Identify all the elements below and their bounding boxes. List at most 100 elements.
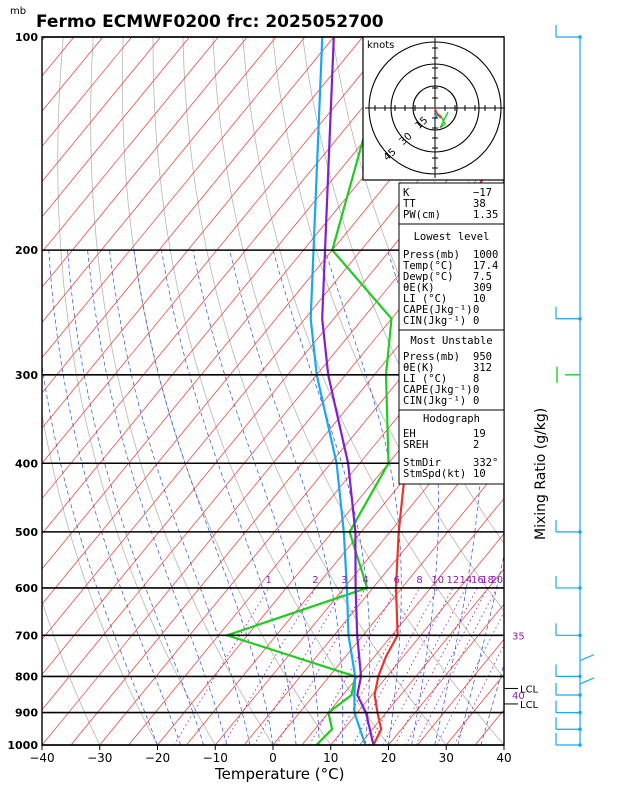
mixing-ratio-label: 18 [481, 575, 494, 586]
index-value: 0 [473, 395, 479, 407]
storm-motion-marker [434, 114, 438, 118]
index-label: CIN(Jkg⁻¹) [403, 395, 466, 407]
index-value: 0 [473, 315, 479, 327]
isotherm-line [330, 533, 504, 745]
index-label: Press(mb) [403, 351, 460, 363]
wind-level-dot [578, 710, 582, 715]
moist-adiabat-line [192, 250, 320, 745]
pressure-tick-label: 800 [15, 670, 38, 683]
mixing-ratio-axis-label: Mixing Ratio (g/kg) [533, 408, 549, 540]
mixing-ratio-line [173, 587, 270, 745]
x-tick-label: 0 [269, 751, 277, 765]
moist-adiabat-line [386, 249, 439, 745]
pressure-tick-label: 1000 [7, 739, 38, 752]
dry-adiabat-line [212, 37, 504, 745]
wind-level-dot [578, 316, 582, 321]
isotherm-line [42, 37, 363, 429]
isotherm-line [388, 603, 504, 745]
isotherm-line [214, 392, 504, 745]
isotherm-line [42, 37, 450, 535]
index-label: TT [403, 198, 416, 210]
dry-adiabat-line [182, 37, 447, 745]
dry-adiabat-line [122, 37, 332, 745]
mixing-ratio-label: 10 [431, 575, 444, 586]
dry-adiabat-line [512, 37, 618, 745]
indices-panel: K −17 TT 38 PW(cm) 1.35 Lowest level Press(mb) 1… [398, 182, 505, 485]
index-label: CIN(Jkg⁻¹) [403, 315, 466, 327]
pressure-tick-label: 900 [15, 707, 38, 720]
moist-adiabat-line [67, 250, 205, 745]
x-tick-label: −40 [29, 751, 54, 765]
index-value: 19 [473, 428, 486, 440]
dry-adiabat-line [152, 37, 389, 745]
x-tick-label: 30 [439, 751, 454, 765]
index-label: StmSpd(kt) [403, 468, 466, 480]
index-value: 0 [473, 384, 479, 396]
x-tick-label: −30 [87, 751, 112, 765]
isotherm-line [301, 497, 504, 745]
isotherm-line [70, 216, 504, 745]
isotherm-line [42, 37, 306, 359]
hodograph-unit: knots [367, 40, 394, 51]
index-label: CAPE(Jkg⁻¹) [403, 384, 473, 396]
pressure-tick-label: 400 [15, 457, 38, 470]
index-value: 7.5 [473, 271, 492, 283]
hodograph-trace-low [434, 107, 442, 119]
wind-level-dot [578, 743, 582, 747]
moist-adiabat-line [42, 362, 158, 745]
wind-level-dot [578, 674, 582, 679]
wind-barb [579, 677, 595, 685]
index-label: PW(cm) [403, 209, 441, 221]
dry-adiabat-line [90, 37, 274, 745]
mixing-ratio-label: 3 [341, 575, 347, 586]
indices-box [398, 329, 505, 411]
isotherm-line [42, 37, 219, 253]
index-value: 950 [473, 351, 492, 363]
dry-adiabat-line [302, 37, 504, 545]
moist-adiabat-line [87, 250, 228, 745]
index-value: 10 [473, 468, 486, 480]
dry-adiabat-line [42, 412, 158, 745]
dry-adiabat-line [57, 37, 216, 745]
index-value: 17.4 [473, 260, 498, 272]
mixing-ratio-label: 1 [265, 575, 271, 586]
wind-barb [579, 654, 595, 662]
dry-adiabat-line [572, 37, 618, 745]
index-value: −17 [473, 187, 492, 199]
lcl-label: LCL [520, 684, 539, 695]
indices-box [398, 223, 505, 331]
isotherm-line [272, 462, 504, 745]
isotherm-line [42, 37, 248, 288]
wind-level-dot [578, 727, 582, 732]
wind-level-dot [578, 633, 582, 638]
dry-adiabat-line [602, 37, 618, 745]
theta-e-label: 40 [512, 691, 525, 702]
pressure-axis: 100 200 300 400 500 600 700 800 900 1000 [7, 31, 38, 752]
isotherm-line [99, 251, 504, 745]
index-value: 8 [473, 373, 479, 385]
index-label: CAPE(Jkg⁻¹) [403, 304, 473, 316]
index-value: 2 [473, 439, 479, 451]
mixing-ratio-line [223, 587, 316, 745]
isotherm-line [42, 37, 161, 183]
pressure-tick-label: 100 [15, 31, 38, 44]
isotherm-line [243, 427, 504, 745]
panel-heading: Most Unstable [410, 335, 492, 347]
mixing-ratio-line [333, 587, 420, 745]
index-value: 38 [473, 198, 486, 210]
mixing-ratio-label: 2 [312, 575, 318, 586]
mixing-ratio-line [405, 587, 488, 745]
background-grid [42, 37, 618, 745]
index-label: Press(mb) [403, 249, 460, 261]
mixing-ratio-label: 12 [447, 575, 460, 586]
index-label: Dewp(°C) [403, 271, 454, 283]
index-label: θE(K) [403, 362, 435, 374]
x-tick-label: 20 [381, 751, 396, 765]
mixing-ratio-label: 6 [394, 575, 400, 586]
moist-adiabat-line [480, 662, 504, 745]
isotherm-line [42, 37, 277, 323]
index-label: EH [403, 428, 416, 440]
wind-level-dot [578, 35, 582, 39]
wind-level-dot [578, 530, 582, 534]
